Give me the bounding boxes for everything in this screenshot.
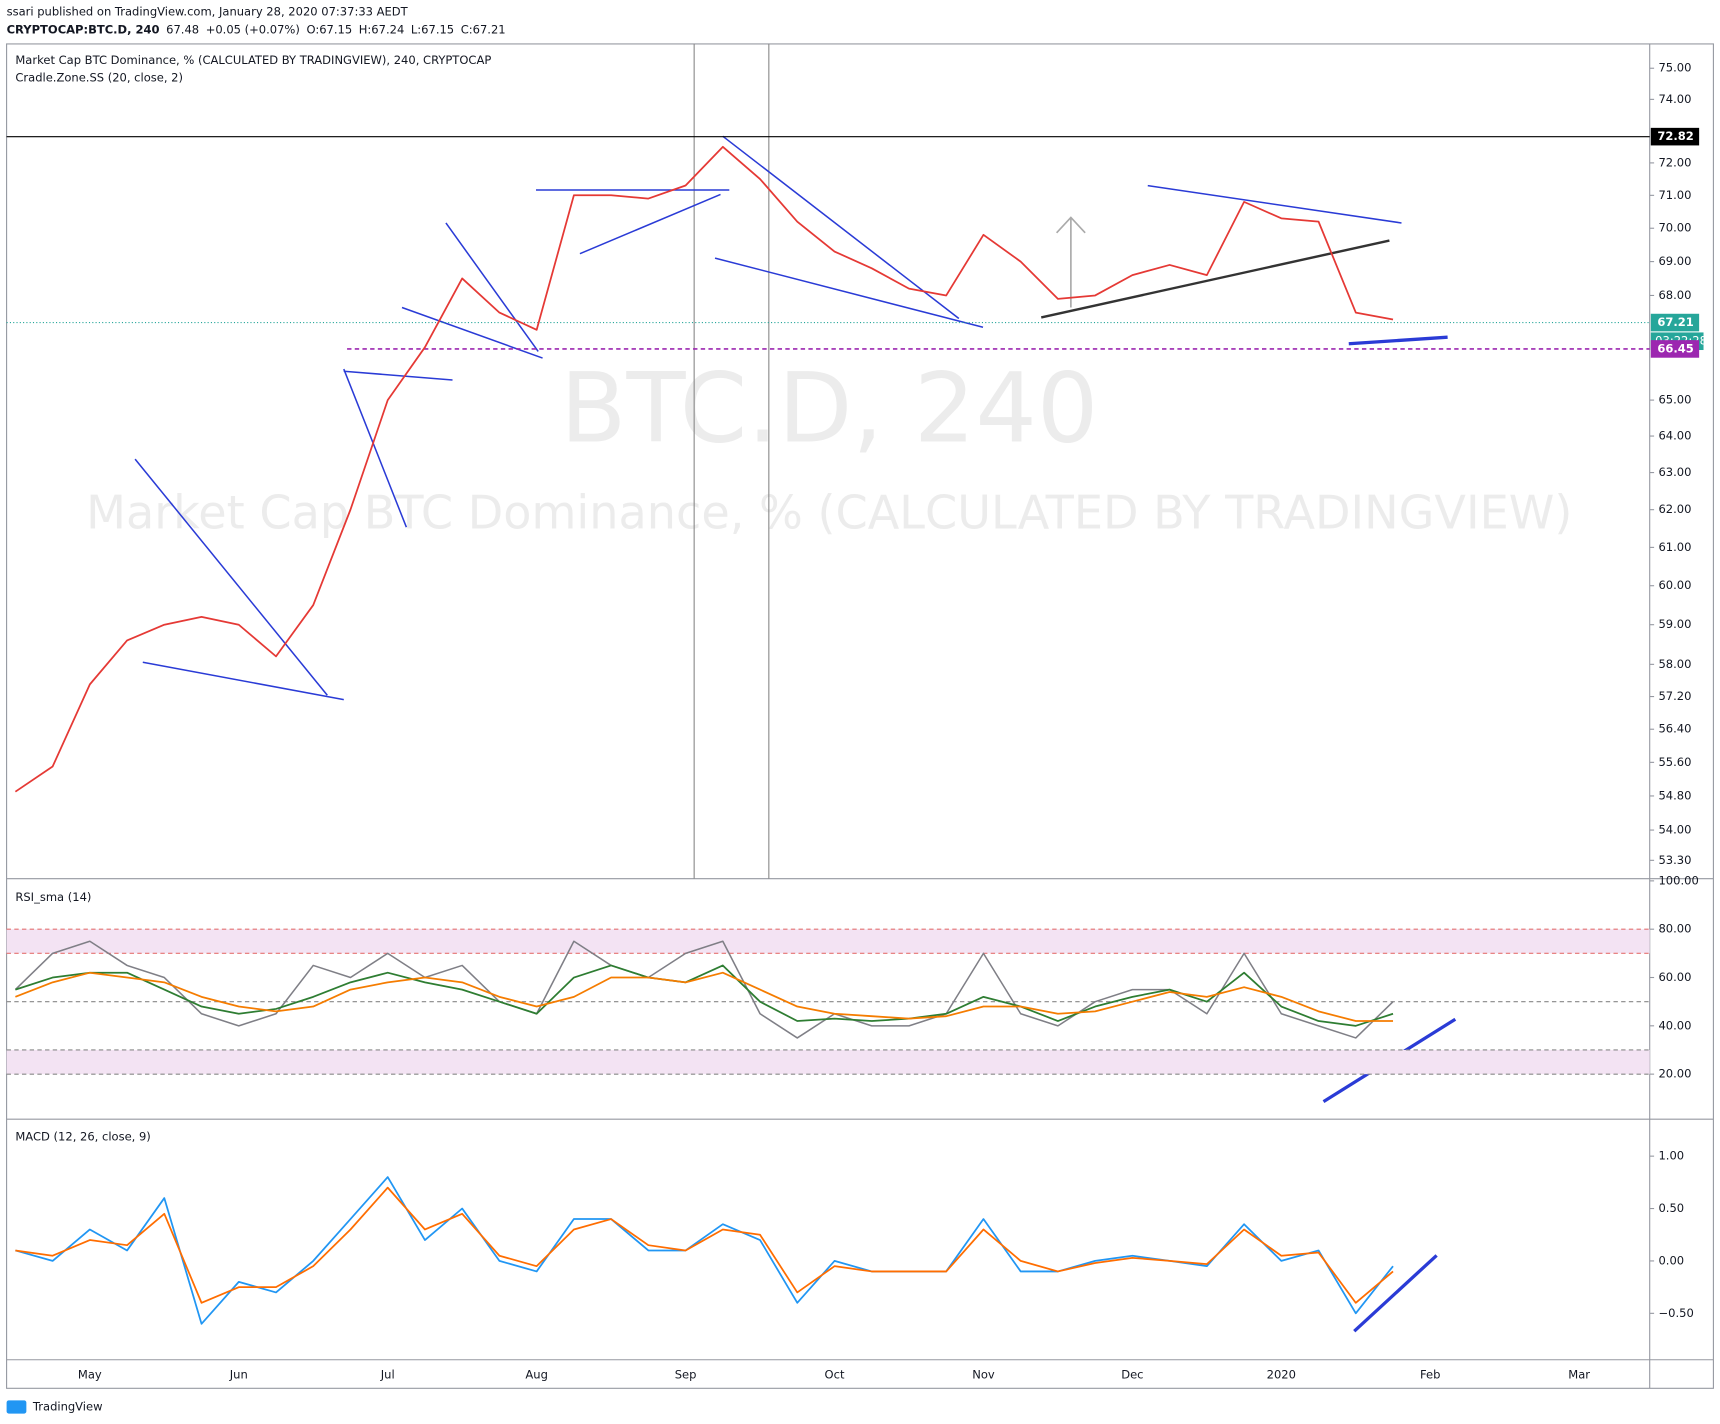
x-tick-label: 2020 bbox=[1267, 1368, 1296, 1382]
y-tick-label: 60.00 bbox=[1658, 970, 1691, 984]
y-tick-label: 75.00 bbox=[1658, 61, 1691, 75]
x-tick-label: Jul bbox=[380, 1368, 395, 1382]
price-label: 66.45 bbox=[1657, 341, 1693, 355]
watermark: Market Cap BTC Dominance, % (CALCULATED … bbox=[86, 486, 1572, 540]
series-line bbox=[14, 940, 1394, 1039]
x-tick-label: Sep bbox=[675, 1368, 697, 1382]
price-label: 67.21 bbox=[1657, 315, 1693, 329]
price-label-box bbox=[1650, 127, 1700, 146]
y-tick-label: 61.00 bbox=[1658, 540, 1691, 554]
y-tick-label: 20.00 bbox=[1658, 1067, 1691, 1081]
series-line bbox=[15, 964, 1394, 1027]
publisher: ssari published on TradingView.com, Janu… bbox=[7, 5, 409, 19]
change: +0.05 (+0.07%) bbox=[206, 22, 300, 36]
x-tick-label: Dec bbox=[1121, 1368, 1143, 1382]
y-tick-label: −0.50 bbox=[1658, 1306, 1693, 1320]
y-tick-label: 59.00 bbox=[1658, 617, 1691, 631]
footer: TradingView bbox=[6, 1399, 103, 1414]
symbol: CRYPTOCAP:BTC.D, 240 bbox=[7, 22, 160, 36]
y-tick-label: 65.00 bbox=[1658, 393, 1691, 407]
pane-title: MACD (12, 26, close, 9) bbox=[15, 1129, 150, 1143]
price-label-box bbox=[1650, 313, 1700, 332]
watermark: BTC.D, 240 bbox=[560, 352, 1098, 465]
series-line bbox=[14, 145, 1394, 793]
close: C:67.21 bbox=[461, 22, 506, 36]
y-tick-label: 40.00 bbox=[1658, 1018, 1691, 1032]
y-tick-label: 56.40 bbox=[1658, 722, 1691, 736]
x-tick-label: Feb bbox=[1420, 1368, 1440, 1382]
pane-title: Market Cap BTC Dominance, % (CALCULATED … bbox=[15, 53, 491, 67]
y-tick-label: 1.00 bbox=[1658, 1149, 1684, 1163]
y-tick-label: 53.30 bbox=[1658, 853, 1691, 867]
y-tick-label: 100.00 bbox=[1658, 873, 1698, 887]
y-tick-label: 62.00 bbox=[1658, 502, 1691, 516]
price-label-box bbox=[1650, 340, 1700, 358]
y-tick-label: 57.20 bbox=[1658, 689, 1691, 703]
y-tick-label: 69.00 bbox=[1658, 254, 1691, 268]
frame bbox=[6, 43, 1714, 1389]
y-tick-label: 0.00 bbox=[1658, 1253, 1684, 1267]
series-line bbox=[15, 971, 1394, 1022]
y-tick-label: 58.00 bbox=[1658, 657, 1691, 671]
drawings bbox=[134, 43, 1457, 1333]
low: L:67.15 bbox=[411, 22, 454, 36]
y-tick-label: 72.00 bbox=[1658, 155, 1691, 169]
brand: TradingView bbox=[32, 1399, 103, 1413]
series-line bbox=[15, 1186, 1394, 1304]
y-tick-label: 63.00 bbox=[1658, 465, 1691, 479]
y-tick-label: 68.00 bbox=[1658, 288, 1691, 302]
price-label: 72.82 bbox=[1657, 129, 1693, 143]
y-tick-label: 71.00 bbox=[1658, 188, 1691, 202]
band bbox=[6, 1049, 1650, 1075]
x-tick-label: Aug bbox=[525, 1368, 548, 1382]
x-tick-label: Nov bbox=[972, 1368, 995, 1382]
pane-title: RSI_sma (14) bbox=[15, 890, 91, 904]
y-tick-label: 74.00 bbox=[1658, 92, 1691, 106]
x-tick-label: Mar bbox=[1568, 1368, 1590, 1382]
open: O:67.15 bbox=[306, 22, 352, 36]
y-tick-label: 54.00 bbox=[1658, 823, 1691, 837]
last: 67.48 bbox=[166, 22, 199, 36]
y-tick-label: 80.00 bbox=[1658, 922, 1691, 936]
y-tick-label: 70.00 bbox=[1658, 221, 1691, 235]
pane-subtitle: Cradle.Zone.SS (20, close, 2) bbox=[15, 70, 183, 84]
y-tick-label: 64.00 bbox=[1658, 429, 1691, 443]
y-tick-label: 54.80 bbox=[1658, 788, 1691, 802]
high: H:67.24 bbox=[359, 22, 405, 36]
y-tick-label: 0.50 bbox=[1658, 1201, 1684, 1215]
band bbox=[6, 929, 1650, 954]
x-tick-label: May bbox=[78, 1368, 102, 1382]
y-tick-label: 60.00 bbox=[1658, 578, 1691, 592]
symbol-line: CRYPTOCAP:BTC.D, 240 67.48 +0.05 (+0.07%) O… bbox=[7, 22, 506, 36]
series-line bbox=[15, 1176, 1394, 1325]
x-tick-label: Oct bbox=[825, 1368, 845, 1382]
y-tick-label: 55.60 bbox=[1658, 755, 1691, 769]
x-tick-label: Jun bbox=[229, 1368, 248, 1382]
